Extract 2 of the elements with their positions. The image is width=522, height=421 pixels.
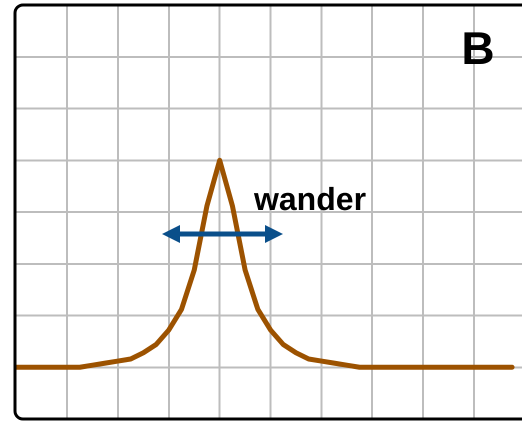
text: B xyxy=(461,22,495,74)
annotation: wander xyxy=(252,181,366,217)
